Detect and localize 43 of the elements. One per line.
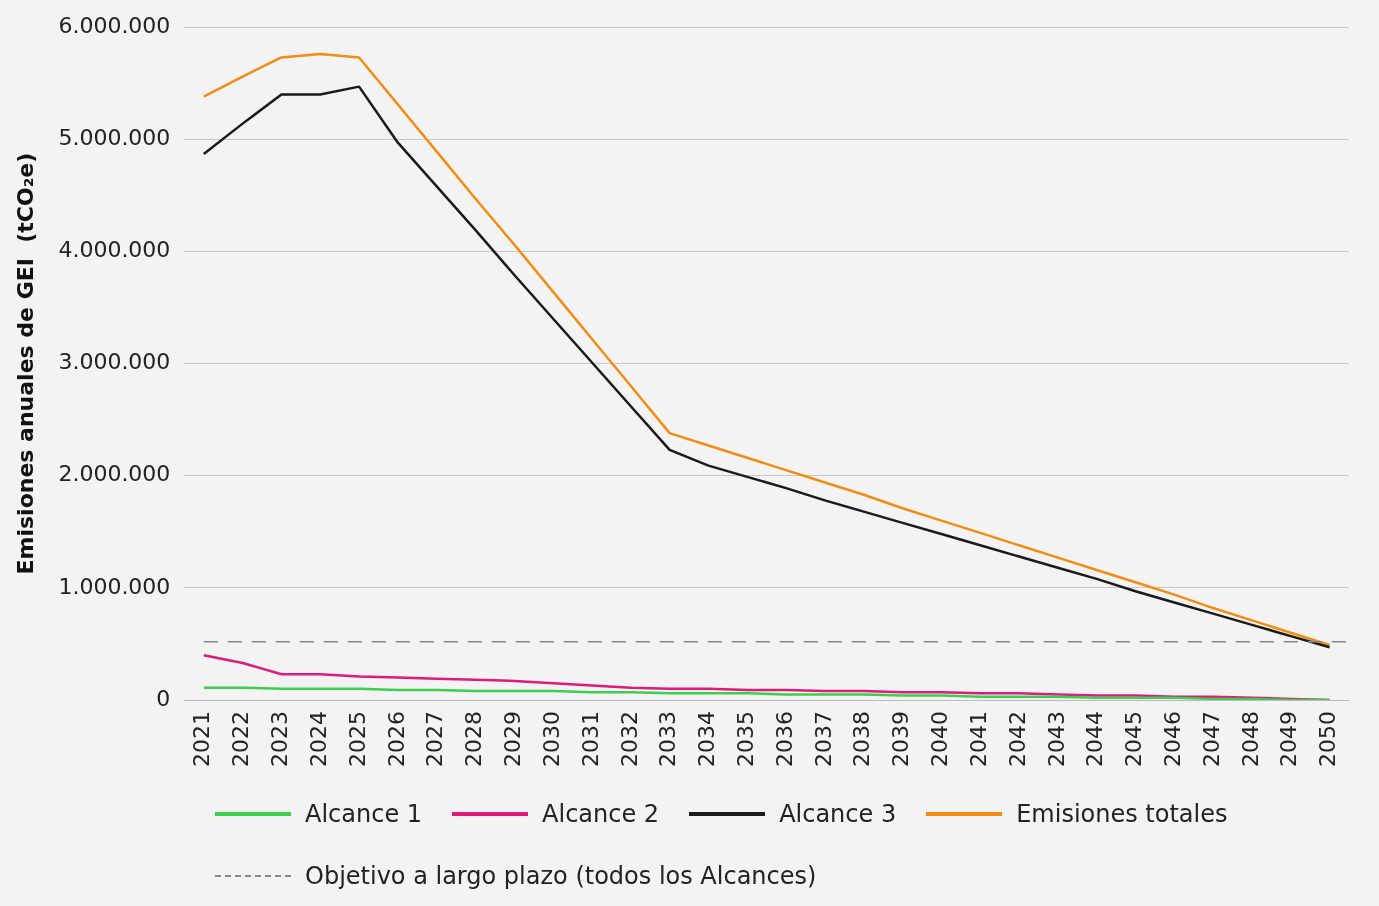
y-tick-label: 3.000.000 bbox=[58, 349, 171, 375]
x-tick-label: 2045 bbox=[1121, 711, 1147, 768]
y-axis-title: Emisiones anuales de GEI (tCO₂e) bbox=[12, 152, 38, 575]
x-tick-label: 2044 bbox=[1082, 711, 1108, 768]
x-tick-label: 2050 bbox=[1315, 711, 1341, 768]
y-tick-label: 2.000.000 bbox=[58, 461, 171, 487]
x-tick-label: 2030 bbox=[538, 711, 564, 768]
x-tick-label: 2032 bbox=[616, 711, 642, 768]
y-tick-label: 5.000.000 bbox=[58, 125, 171, 151]
legend-label: Alcance 2 bbox=[542, 800, 660, 828]
y-tick-label: 6.000.000 bbox=[58, 12, 171, 38]
x-tick-label: 2034 bbox=[694, 711, 720, 768]
x-tick-label: 2029 bbox=[500, 711, 526, 768]
x-tick-label: 2039 bbox=[888, 711, 914, 768]
x-tick-label: 2023 bbox=[267, 711, 293, 768]
x-tick-label: 2022 bbox=[228, 711, 254, 768]
x-tick-label: 2036 bbox=[771, 711, 797, 768]
x-tick-label: 2048 bbox=[1237, 711, 1263, 768]
y-tick-label: 0 bbox=[156, 685, 171, 711]
x-tick-label: 2024 bbox=[305, 711, 331, 768]
legend-label: Emisiones totales bbox=[1016, 800, 1228, 828]
legend-label: Alcance 1 bbox=[305, 800, 423, 828]
y-tick-label: 1.000.000 bbox=[58, 573, 171, 599]
x-tick-label: 2038 bbox=[849, 711, 875, 768]
x-tick-label: 2046 bbox=[1160, 711, 1186, 768]
x-tick-label: 2026 bbox=[383, 711, 409, 768]
x-tick-label: 2027 bbox=[422, 711, 448, 768]
legend-label: Objetivo a largo plazo (todos los Alcances) bbox=[305, 862, 817, 890]
x-tick-label: 2040 bbox=[927, 711, 953, 768]
y-tick-label: 4.000.000 bbox=[58, 237, 171, 263]
x-tick-label: 2033 bbox=[655, 711, 681, 768]
x-tick-label: 2037 bbox=[810, 711, 836, 768]
x-tick-label: 2043 bbox=[1043, 711, 1069, 768]
x-tick-label: 2042 bbox=[1004, 711, 1030, 768]
x-tick-label: 2021 bbox=[189, 711, 215, 768]
x-tick-label: 2047 bbox=[1198, 711, 1224, 768]
x-tick-label: 2035 bbox=[732, 711, 758, 768]
x-tick-label: 2041 bbox=[965, 711, 991, 768]
legend-label: Alcance 3 bbox=[779, 800, 897, 828]
x-tick-label: 2031 bbox=[577, 711, 603, 768]
x-tick-label: 2049 bbox=[1276, 711, 1302, 768]
x-tick-label: 2028 bbox=[461, 711, 487, 768]
x-tick-label: 2025 bbox=[344, 711, 370, 768]
